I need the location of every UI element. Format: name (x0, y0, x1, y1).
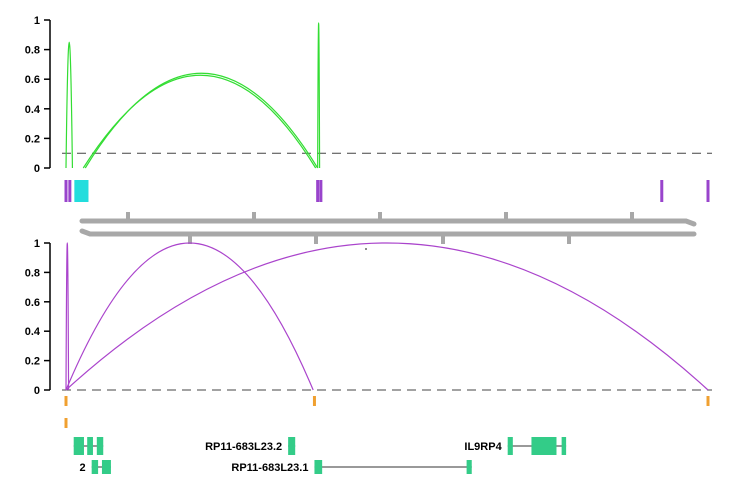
top-mark (68, 180, 72, 202)
bottom-y-tick-label: 0.4 (25, 326, 41, 338)
bottom-y-tick-label: 0.2 (25, 356, 40, 368)
top-mark-track (64, 180, 710, 202)
dot-mark (365, 248, 367, 250)
gene-exon (314, 460, 323, 474)
gene-exon (96, 437, 104, 455)
top-mark (319, 180, 323, 202)
cyan-block (74, 180, 89, 202)
bottom-panel: 0 0.2 0.4 0.6 0.8 1 (25, 238, 712, 397)
gene-exon (87, 437, 93, 455)
bottom-mark-track (64, 396, 710, 428)
bottom-arc (65, 242, 709, 391)
top-mark (660, 180, 664, 202)
axis-tick-down (188, 236, 192, 244)
gene-exon (531, 437, 557, 455)
axis-tick-up (378, 212, 382, 220)
axis-arrow-forward (79, 218, 697, 227)
gene-exon (466, 460, 472, 474)
bottom-mark (312, 396, 316, 406)
gene-exon (101, 460, 111, 474)
top-mark (706, 180, 710, 202)
gene-label: RP11-683L23.1 (231, 462, 308, 474)
gene-exon (507, 437, 513, 455)
axis-tick-up (252, 212, 256, 220)
axis-tick-down (567, 236, 571, 244)
axis-tick-down (314, 236, 318, 244)
top-arc (317, 22, 321, 169)
axis-tick-up (504, 212, 508, 220)
bottom-arc (65, 242, 70, 391)
bottom-y-tick-label: 0.6 (25, 297, 40, 309)
top-y-tick-label: 0.8 (25, 45, 40, 57)
axis-tick-up (126, 212, 130, 220)
top-arc (65, 41, 74, 169)
gene-exon (73, 437, 84, 455)
gene-label: RP11-683L23.2 (205, 441, 282, 453)
bottom-y-tick-label: 0.8 (25, 267, 40, 279)
top-y-tick-label: 1 (34, 15, 40, 27)
top-y-tick-label: 0.6 (25, 74, 40, 86)
gene-exon (91, 460, 99, 474)
axis-tick-up (630, 212, 634, 220)
top-panel: 0 0.2 0.4 0.6 0.8 1 (25, 15, 712, 175)
top-y-tick-label: 0 (34, 163, 40, 175)
bottom-mark (64, 418, 68, 428)
genome-axis-arrow (79, 212, 697, 250)
top-arc (84, 72, 319, 169)
top-y-tick-label: 0.2 (25, 133, 40, 145)
bottom-y-tick-label: 1 (34, 238, 40, 250)
bottom-arc (65, 242, 314, 391)
gene-track: RP11-683L23.2 IL9RP4 2 RP11-683L23.1 (73, 437, 567, 474)
gene-exon (288, 437, 296, 455)
top-arc (82, 74, 317, 169)
top-y-tick-label: 0.4 (25, 104, 41, 116)
bottom-mark (64, 396, 68, 406)
top-mark (64, 180, 68, 202)
gene-label: IL9RP4 (464, 441, 502, 453)
gene-exon (561, 437, 567, 455)
bottom-mark (706, 396, 710, 406)
bottom-y-tick-label: 0 (34, 385, 40, 397)
top-mark (316, 180, 320, 202)
axis-tick-down (441, 236, 445, 244)
gene-label: 2 (80, 462, 86, 474)
axis-arrow-reverse (79, 228, 697, 237)
